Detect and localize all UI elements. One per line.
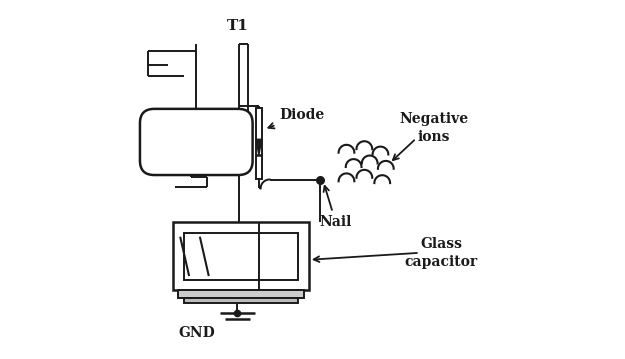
Bar — [184, 233, 298, 280]
Text: capacitor: capacitor — [404, 255, 478, 269]
Bar — [173, 223, 309, 290]
Text: ions: ions — [418, 130, 451, 144]
Bar — [180, 153, 213, 162]
Bar — [256, 108, 262, 180]
Text: Glass: Glass — [420, 237, 462, 251]
Text: Negative: Negative — [399, 112, 469, 126]
Bar — [178, 290, 304, 298]
Bar — [180, 116, 213, 124]
Text: GND: GND — [178, 326, 214, 340]
Polygon shape — [256, 139, 262, 155]
Text: Diode: Diode — [268, 108, 324, 129]
Bar — [184, 298, 298, 303]
Text: T1: T1 — [226, 19, 248, 33]
FancyBboxPatch shape — [140, 109, 252, 175]
Text: Nail: Nail — [319, 186, 352, 229]
